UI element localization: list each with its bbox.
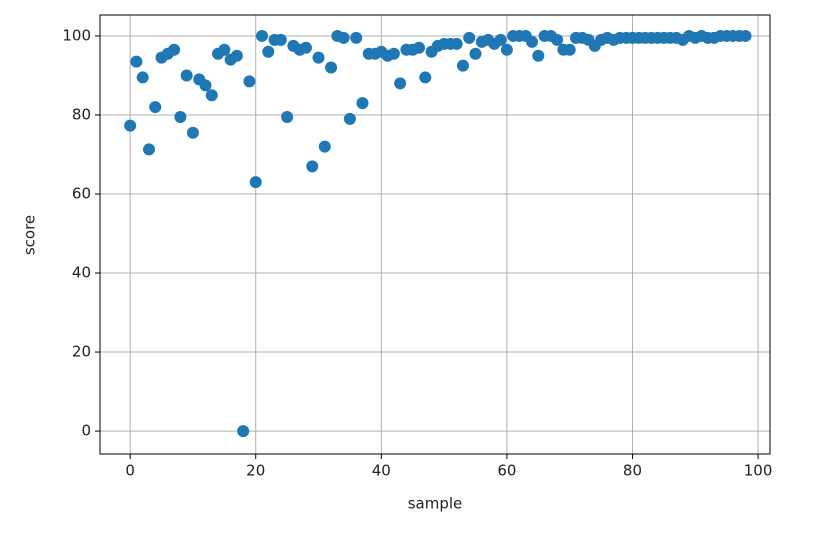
- point: [186, 126, 199, 139]
- point: [532, 49, 545, 62]
- point: [199, 79, 212, 92]
- point: [130, 55, 143, 68]
- y-tick-label: 60: [72, 184, 91, 202]
- point: [494, 33, 507, 46]
- point: [412, 41, 425, 54]
- point: [168, 43, 181, 56]
- point: [343, 112, 356, 125]
- x-tick-label: 40: [372, 462, 391, 480]
- y-tick-label: 80: [72, 105, 91, 123]
- point: [142, 143, 155, 156]
- point: [450, 37, 463, 50]
- point: [243, 75, 256, 88]
- point: [456, 59, 469, 72]
- x-tick-label: 80: [623, 462, 642, 480]
- point: [739, 29, 752, 42]
- point: [318, 140, 331, 153]
- point: [299, 41, 312, 54]
- y-axis-label: score: [21, 215, 39, 255]
- point: [180, 69, 193, 82]
- y-tick-label: 0: [81, 422, 91, 440]
- x-tick-label: 60: [497, 462, 516, 480]
- point: [463, 31, 476, 44]
- y-tick-label: 100: [62, 26, 91, 44]
- point: [274, 33, 287, 46]
- point: [256, 29, 269, 42]
- point: [325, 61, 338, 74]
- point: [262, 45, 275, 58]
- point: [306, 160, 319, 173]
- point: [469, 47, 482, 60]
- point: [205, 89, 218, 102]
- point: [230, 49, 243, 62]
- x-axis-label: sample: [408, 495, 463, 513]
- point: [551, 33, 564, 46]
- point: [281, 110, 294, 123]
- point: [136, 71, 149, 84]
- y-tick-label: 40: [72, 264, 91, 282]
- point: [337, 31, 350, 44]
- point: [563, 43, 576, 56]
- y-tick-label: 20: [72, 343, 91, 361]
- point: [356, 97, 369, 110]
- point: [174, 110, 187, 123]
- point: [394, 77, 407, 90]
- point: [124, 119, 137, 132]
- point: [526, 35, 539, 48]
- point: [218, 43, 231, 56]
- plot-frame: [99, 14, 771, 455]
- point: [350, 31, 363, 44]
- x-tick-label: 100: [744, 462, 773, 480]
- point: [149, 101, 162, 114]
- point: [387, 47, 400, 60]
- x-tick-label: 0: [125, 462, 135, 480]
- point: [312, 51, 325, 64]
- point: [249, 176, 262, 189]
- point: [237, 425, 250, 438]
- point: [500, 43, 513, 56]
- x-tick-label: 20: [246, 462, 265, 480]
- point: [419, 71, 432, 84]
